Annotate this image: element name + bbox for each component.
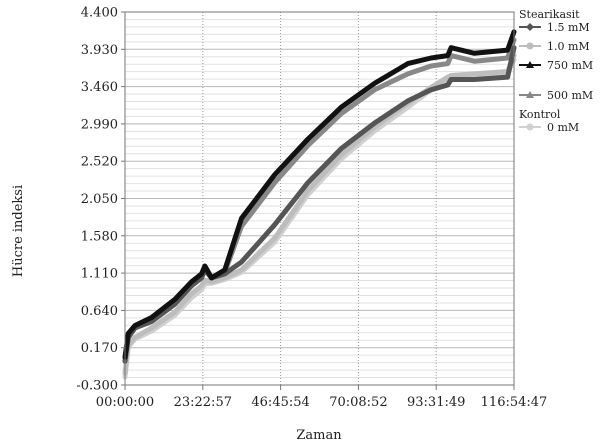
y-tick-label: 1.580 <box>81 229 118 244</box>
y-tick-label: 2.990 <box>81 117 118 132</box>
y-tick-label: 0.640 <box>81 304 118 319</box>
x-axis-ticks: 00:00:00 23:22:57 46:45:54 70:08:52 93:31:49… <box>96 385 548 410</box>
series-line-750-mm <box>122 29 517 360</box>
legend-entry-label: 500 mM <box>547 89 593 102</box>
legend-group-title: Kontrol <box>519 108 561 121</box>
x-tick-label: 116:54:47 <box>481 395 548 410</box>
legend-marker-circle <box>526 42 534 50</box>
y-tick-label: 3.460 <box>81 80 118 95</box>
x-tick-label: 00:00:00 <box>96 395 154 410</box>
y-tick-label: 3.930 <box>81 43 118 58</box>
legend-marker-triangle <box>526 91 534 98</box>
x-tick-label: 70:08:52 <box>329 395 387 410</box>
y-axis-ticks: -0.300 0.170 0.640 1.110 1.580 2.050 2.520 2.99… <box>76 6 125 394</box>
series-line-1-5-mm <box>122 45 517 364</box>
y-tick-label: -0.300 <box>76 379 118 394</box>
major-gridlines <box>125 11 514 386</box>
x-axis-title: Zaman <box>296 428 342 443</box>
legend-marker-diamond <box>526 23 534 31</box>
y-axis-title: Hücre indeksi <box>11 185 26 277</box>
legend-marker-triangle <box>526 61 534 68</box>
x-tick-label: 93:31:49 <box>407 395 465 410</box>
y-tick-label: 1.110 <box>81 267 118 282</box>
legend-entry-label: 1.5 mM <box>547 21 590 34</box>
y-tick-label: 2.050 <box>81 192 118 207</box>
x-tick-label: 46:45:54 <box>251 395 309 410</box>
series-line-1-0-mm <box>122 53 517 376</box>
legend-entry-label: 750 mM <box>547 59 593 72</box>
y-tick-label: 2.520 <box>81 155 118 170</box>
legend-marker-circle <box>526 123 534 131</box>
legend-entry-label: 1.0 mM <box>547 40 590 53</box>
legend-group-title: Stearikasit <box>519 8 580 21</box>
y-tick-label: 0.170 <box>81 341 118 356</box>
series-line-0-mm <box>122 57 517 380</box>
series-layer <box>122 29 517 380</box>
legend-entry-label: 0 mM <box>547 121 579 134</box>
y-tick-label: 4.400 <box>81 6 118 21</box>
series-line-500-mm <box>122 37 517 364</box>
x-tick-label: 23:22:57 <box>174 395 232 410</box>
